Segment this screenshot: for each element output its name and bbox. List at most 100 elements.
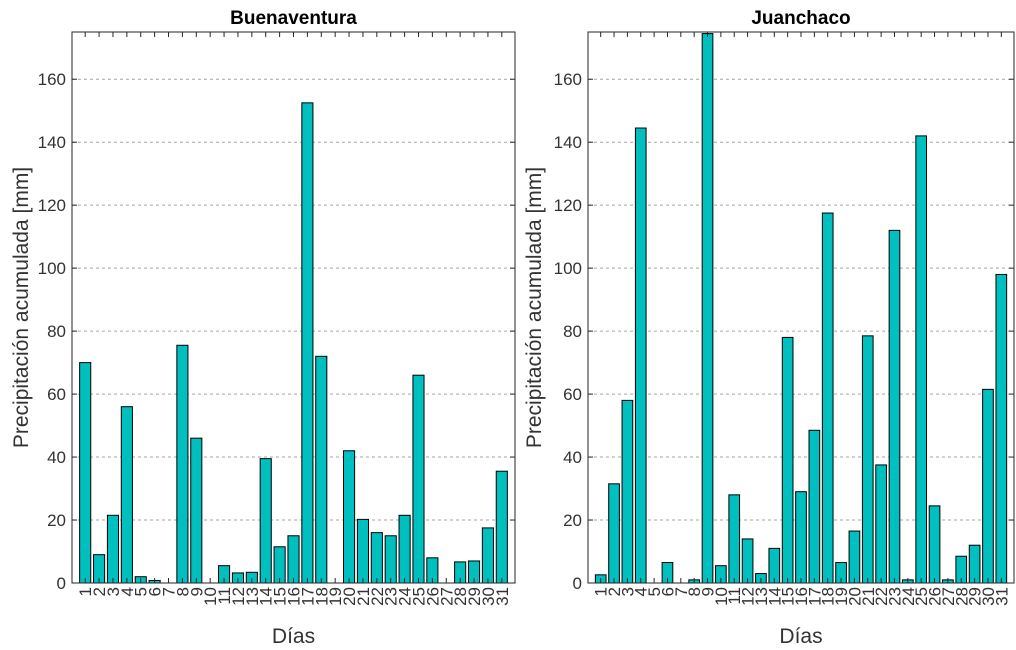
x-tick-label: 30 [979, 587, 998, 606]
x-tick-label: 31 [992, 587, 1011, 606]
y-tick-label: 40 [47, 448, 66, 467]
x-tick-label: 4 [632, 587, 651, 596]
bar-day-23 [384, 535, 397, 584]
x-tick-label: 3 [618, 587, 637, 596]
x-tick-label: 6 [146, 587, 165, 596]
x-tick-label: 24 [899, 587, 918, 606]
x-tick-label: 17 [805, 587, 824, 606]
y-tick-label: 100 [554, 259, 582, 278]
y-tick-label: 60 [563, 385, 582, 404]
bar-day-16 [287, 535, 300, 584]
x-tick-label: 27 [437, 587, 456, 606]
y-tick-label: 80 [563, 322, 582, 341]
bar-day-2 [608, 483, 620, 584]
y-tick-label: 0 [573, 574, 582, 593]
x-tick-label: 24 [396, 587, 415, 606]
x-tick-label: 16 [285, 587, 304, 606]
x-tick-label: 29 [966, 587, 985, 606]
bar-day-17 [808, 429, 821, 584]
bar-day-22 [370, 532, 383, 584]
bar-day-29 [968, 544, 981, 584]
x-tick-label: 31 [493, 587, 512, 606]
bar-day-12 [741, 538, 754, 584]
bar-day-11 [728, 494, 741, 584]
bar-day-18 [821, 212, 834, 584]
bar-day-15 [781, 336, 794, 584]
x-tick-label: 8 [685, 587, 704, 596]
x-tick-label: 14 [765, 587, 784, 606]
x-tick-label: 30 [479, 587, 498, 606]
x-tick-label: 7 [160, 587, 179, 596]
x-tick-label: 6 [658, 587, 677, 596]
bar-day-8 [176, 344, 189, 584]
x-tick-label: 17 [298, 587, 317, 606]
bar-day-30 [982, 388, 994, 584]
y-tick-label: 80 [47, 322, 66, 341]
x-tick-label: 12 [739, 587, 758, 606]
chart-title: Buenaventura [230, 8, 357, 29]
bar-day-20 [342, 450, 356, 584]
bar-day-25 [915, 135, 928, 584]
x-tick-label: 21 [354, 587, 373, 606]
bar-day-31 [495, 470, 508, 584]
bar-day-20 [848, 530, 861, 584]
bar-day-17 [301, 102, 314, 584]
y-tick-label: 20 [563, 511, 582, 530]
y-tick-label: 160 [554, 70, 582, 89]
y-tick-label: 160 [38, 70, 66, 89]
x-tick-label: 18 [819, 587, 838, 606]
y-tick-label: 20 [47, 511, 66, 530]
bar-day-9 [701, 33, 714, 584]
bar-day-4 [120, 406, 133, 584]
x-tick-label: 21 [859, 587, 878, 606]
bar-day-15 [273, 546, 286, 584]
x-tick-label: 26 [926, 587, 945, 606]
x-tick-label: 25 [409, 587, 428, 606]
x-tick-label: 10 [712, 587, 731, 606]
bar-day-21 [356, 518, 369, 584]
x-tick-label: 1 [592, 587, 611, 596]
y-tick-label: 120 [554, 196, 582, 215]
x-tick-label: 11 [725, 587, 744, 605]
x-tick-label: 9 [699, 587, 718, 596]
x-tick-label: 28 [952, 587, 971, 606]
chart-title: Juanchaco [751, 8, 850, 29]
bar-day-14 [768, 547, 781, 584]
y-tick-label: 120 [38, 196, 66, 215]
x-tick-label: 4 [118, 587, 137, 596]
x-tick-label: 2 [605, 587, 624, 596]
bar-day-3 [106, 514, 120, 584]
bar-day-25 [412, 374, 425, 584]
bar-day-1 [79, 362, 92, 584]
x-tick-label: 22 [368, 587, 387, 606]
x-tick-label: 27 [939, 587, 958, 606]
y-axis-label: Precipitación acumulada [mm] [523, 167, 546, 448]
bar-day-26 [928, 505, 941, 584]
bar-day-21 [861, 335, 874, 584]
x-tick-label: 26 [423, 587, 442, 606]
x-tick-label: 13 [752, 587, 771, 606]
x-tick-label: 9 [187, 587, 206, 596]
x-tick-label: 10 [201, 587, 220, 606]
x-tick-label: 19 [326, 587, 345, 606]
x-tick-label: 7 [672, 587, 691, 596]
x-axis-label: Días [272, 625, 315, 648]
bar-day-18 [315, 355, 328, 584]
x-tick-label: 15 [779, 587, 798, 606]
y-tick-label: 100 [38, 259, 66, 278]
x-tick-label: 23 [885, 587, 904, 606]
bar-day-24 [398, 514, 411, 584]
x-tick-label: 18 [312, 587, 331, 606]
x-tick-label: 8 [173, 587, 192, 596]
x-tick-label: 22 [872, 587, 891, 606]
x-tick-label: 19 [832, 587, 851, 606]
x-tick-label: 12 [229, 587, 248, 606]
x-tick-label: 23 [382, 587, 401, 606]
y-tick-label: 40 [563, 448, 582, 467]
bar-day-4 [634, 127, 647, 584]
x-tick-label: 20 [845, 587, 864, 606]
x-tick-label: 16 [792, 587, 811, 606]
plot-frame [71, 31, 516, 584]
x-tick-label: 5 [645, 587, 664, 596]
